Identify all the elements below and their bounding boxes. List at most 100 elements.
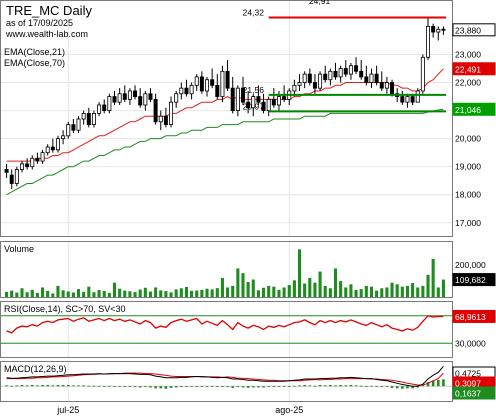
candle-down <box>400 96 405 103</box>
volume-bar <box>287 285 291 297</box>
volume-bar <box>328 288 332 297</box>
candle-up <box>189 84 194 95</box>
candle-up <box>127 90 132 100</box>
volume-bar <box>395 284 399 297</box>
level-label: 20,97 <box>243 101 265 111</box>
volume-title: Volume <box>4 244 34 254</box>
macd-histogram-bar <box>354 385 358 387</box>
macd-histogram-bar <box>298 385 301 387</box>
candle-up <box>348 65 353 75</box>
volume-bar <box>30 289 34 297</box>
candle-down <box>323 73 328 81</box>
volume-bar <box>431 258 435 297</box>
price-tick-label: 17,000 <box>455 218 481 228</box>
candle-down <box>102 104 107 111</box>
candle-up <box>302 73 307 83</box>
volume-bar <box>118 288 122 297</box>
volume-bar <box>297 249 302 297</box>
macd-histogram-bar <box>113 386 116 388</box>
macd-histogram-bar <box>97 385 101 387</box>
volume-bar <box>385 287 389 297</box>
macd-histogram-bar <box>36 385 39 387</box>
candle-up <box>14 169 19 184</box>
candle-down <box>4 169 9 173</box>
candle-up <box>415 90 420 103</box>
volume-bar <box>112 282 117 297</box>
macd-line <box>6 365 444 387</box>
level-label: 24,32 <box>243 7 265 17</box>
volume-bar <box>441 279 445 297</box>
candle-up <box>107 96 112 111</box>
legend-ema70: EMA(Close,70) <box>4 58 65 68</box>
candle-down <box>138 96 143 106</box>
macd-histogram-bar <box>442 379 445 387</box>
macd-histogram-bar <box>246 386 250 388</box>
candle-down <box>153 98 158 123</box>
volume-bar <box>349 284 353 297</box>
macd-histogram-bar <box>277 386 281 388</box>
macd-value-label: 0,4725 <box>455 369 481 379</box>
macd-histogram-bar <box>154 386 157 389</box>
volume-bar <box>318 271 322 297</box>
macd-histogram-bar <box>87 385 91 387</box>
candle-up <box>174 93 179 103</box>
volume-bar <box>66 291 70 297</box>
volume-bar <box>220 277 224 297</box>
volume-bar <box>97 290 101 297</box>
candle-down <box>225 70 230 89</box>
volume-bar <box>236 268 240 297</box>
macd-histogram-bar <box>56 384 60 387</box>
candle-up <box>19 163 24 170</box>
volume-bar <box>159 290 163 297</box>
chart-date: as of 17/09/2025 <box>6 18 73 28</box>
volume-bar <box>25 292 29 297</box>
candle-down <box>256 96 261 103</box>
macd-histogram-bar <box>210 386 214 388</box>
volume-bar <box>339 281 343 297</box>
candle-up <box>66 124 71 137</box>
macd-histogram-bar <box>349 384 353 387</box>
candle-up <box>45 146 50 154</box>
volume-last-label: 109,682 <box>455 275 486 285</box>
candle-down <box>261 101 266 111</box>
volume-bar <box>51 293 55 297</box>
volume-bar <box>354 289 358 297</box>
macd-histogram-bar <box>221 386 224 388</box>
candle-down <box>240 87 245 103</box>
volume-bar <box>76 289 81 297</box>
volume-bar <box>184 286 188 297</box>
macd-title: MACD(12,26,9) <box>4 364 67 374</box>
macd-histogram-bar <box>51 385 55 387</box>
candle-up <box>179 87 184 95</box>
volume-bar <box>364 285 368 297</box>
chart-site: www.wealth-lab.com <box>5 29 88 39</box>
candle-down <box>312 82 317 89</box>
rsi-last-label: 68,9613 <box>455 312 486 322</box>
macd-histogram-bar <box>323 385 327 387</box>
candle-down <box>133 90 138 97</box>
price-tick-label: 22,000 <box>455 78 481 88</box>
macd-histogram-bar <box>380 386 384 388</box>
volume-bar <box>251 279 255 297</box>
rsi-panel <box>0 301 453 358</box>
macd-histogram-bar <box>287 386 291 388</box>
volume-bar <box>46 290 50 297</box>
macd-histogram-bar <box>200 386 204 388</box>
volume-bar <box>210 289 214 297</box>
candle-down <box>364 76 369 83</box>
macd-histogram-bar <box>82 385 85 387</box>
candle-up <box>384 82 389 89</box>
candle-down <box>9 174 14 184</box>
volume-bar <box>344 287 348 297</box>
volume-bar <box>246 281 250 297</box>
candle-down <box>343 68 348 75</box>
macd-histogram-bar <box>195 386 199 388</box>
macd-histogram-bar <box>174 386 178 388</box>
macd-histogram-bar <box>416 386 420 388</box>
volume-bar <box>200 289 204 297</box>
volume-bar <box>405 285 409 297</box>
top-level-label: 24,91 <box>309 0 331 6</box>
macd-histogram-bar <box>303 384 306 387</box>
macd-histogram-bar <box>406 386 409 389</box>
volume-bar <box>375 290 379 297</box>
